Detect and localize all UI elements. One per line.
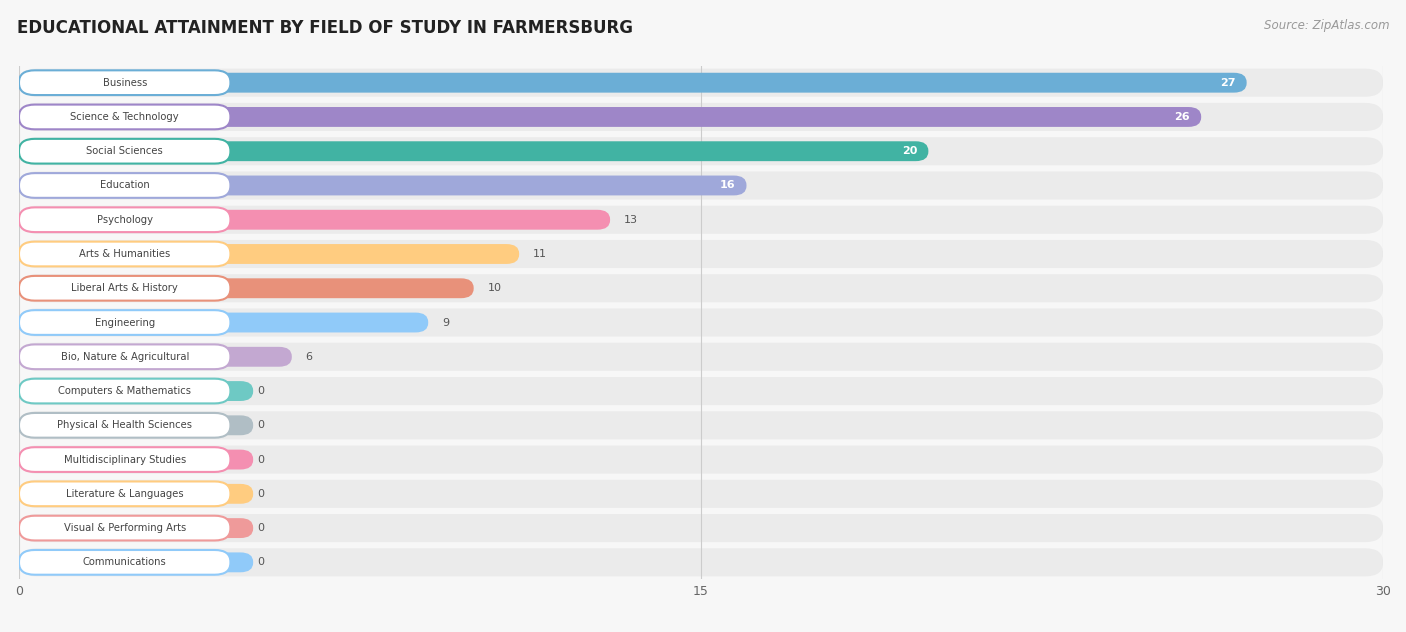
FancyBboxPatch shape [20, 244, 519, 264]
FancyBboxPatch shape [20, 70, 231, 95]
FancyBboxPatch shape [20, 276, 231, 301]
Text: 13: 13 [624, 215, 638, 225]
Text: Bio, Nature & Agricultural: Bio, Nature & Agricultural [60, 352, 188, 362]
FancyBboxPatch shape [20, 308, 1384, 337]
FancyBboxPatch shape [20, 176, 747, 195]
FancyBboxPatch shape [20, 411, 1384, 439]
Text: Arts & Humanities: Arts & Humanities [79, 249, 170, 259]
FancyBboxPatch shape [20, 514, 1384, 542]
FancyBboxPatch shape [20, 107, 1201, 127]
Text: Literature & Languages: Literature & Languages [66, 489, 184, 499]
Text: Communications: Communications [83, 557, 166, 568]
FancyBboxPatch shape [20, 103, 1384, 131]
FancyBboxPatch shape [20, 482, 231, 506]
Text: Psychology: Psychology [97, 215, 153, 225]
Text: Science & Technology: Science & Technology [70, 112, 179, 122]
Text: Physical & Health Sciences: Physical & Health Sciences [58, 420, 193, 430]
FancyBboxPatch shape [20, 518, 253, 538]
Text: 9: 9 [441, 317, 449, 327]
FancyBboxPatch shape [20, 415, 253, 435]
Text: Engineering: Engineering [94, 317, 155, 327]
FancyBboxPatch shape [20, 377, 1384, 405]
FancyBboxPatch shape [20, 447, 231, 472]
Text: 16: 16 [720, 181, 735, 190]
Text: 27: 27 [1220, 78, 1236, 88]
FancyBboxPatch shape [20, 449, 253, 470]
FancyBboxPatch shape [20, 210, 610, 229]
FancyBboxPatch shape [20, 381, 253, 401]
FancyBboxPatch shape [20, 480, 1384, 508]
FancyBboxPatch shape [20, 343, 1384, 371]
FancyBboxPatch shape [20, 484, 253, 504]
FancyBboxPatch shape [20, 344, 231, 369]
FancyBboxPatch shape [20, 549, 1384, 576]
FancyBboxPatch shape [20, 104, 231, 130]
FancyBboxPatch shape [20, 278, 474, 298]
FancyBboxPatch shape [20, 205, 1384, 234]
Text: 0: 0 [257, 489, 264, 499]
Text: Social Sciences: Social Sciences [86, 146, 163, 156]
FancyBboxPatch shape [20, 446, 1384, 473]
FancyBboxPatch shape [20, 552, 253, 573]
Text: Multidisciplinary Studies: Multidisciplinary Studies [63, 454, 186, 465]
Text: 6: 6 [305, 352, 312, 362]
Text: Business: Business [103, 78, 146, 88]
FancyBboxPatch shape [20, 207, 231, 232]
FancyBboxPatch shape [20, 173, 231, 198]
Text: 0: 0 [257, 420, 264, 430]
FancyBboxPatch shape [20, 379, 231, 403]
FancyBboxPatch shape [20, 137, 1384, 165]
FancyBboxPatch shape [20, 142, 928, 161]
FancyBboxPatch shape [20, 310, 231, 335]
FancyBboxPatch shape [20, 69, 1384, 97]
Text: 26: 26 [1174, 112, 1189, 122]
FancyBboxPatch shape [20, 73, 1247, 93]
Text: 0: 0 [257, 386, 264, 396]
Text: Liberal Arts & History: Liberal Arts & History [72, 283, 179, 293]
Text: 0: 0 [257, 523, 264, 533]
FancyBboxPatch shape [20, 550, 231, 574]
Text: 11: 11 [533, 249, 547, 259]
FancyBboxPatch shape [20, 413, 231, 438]
FancyBboxPatch shape [20, 274, 1384, 302]
Text: Computers & Mathematics: Computers & Mathematics [58, 386, 191, 396]
Text: 0: 0 [257, 454, 264, 465]
FancyBboxPatch shape [20, 240, 1384, 268]
FancyBboxPatch shape [20, 516, 231, 540]
Text: 10: 10 [488, 283, 502, 293]
FancyBboxPatch shape [20, 313, 429, 332]
FancyBboxPatch shape [20, 241, 231, 266]
FancyBboxPatch shape [20, 347, 292, 367]
Text: EDUCATIONAL ATTAINMENT BY FIELD OF STUDY IN FARMERSBURG: EDUCATIONAL ATTAINMENT BY FIELD OF STUDY… [17, 19, 633, 37]
Text: 20: 20 [901, 146, 917, 156]
Text: Education: Education [100, 181, 149, 190]
FancyBboxPatch shape [20, 171, 1384, 200]
Text: Visual & Performing Arts: Visual & Performing Arts [63, 523, 186, 533]
FancyBboxPatch shape [20, 139, 231, 164]
Text: 0: 0 [257, 557, 264, 568]
Text: Source: ZipAtlas.com: Source: ZipAtlas.com [1264, 19, 1389, 32]
